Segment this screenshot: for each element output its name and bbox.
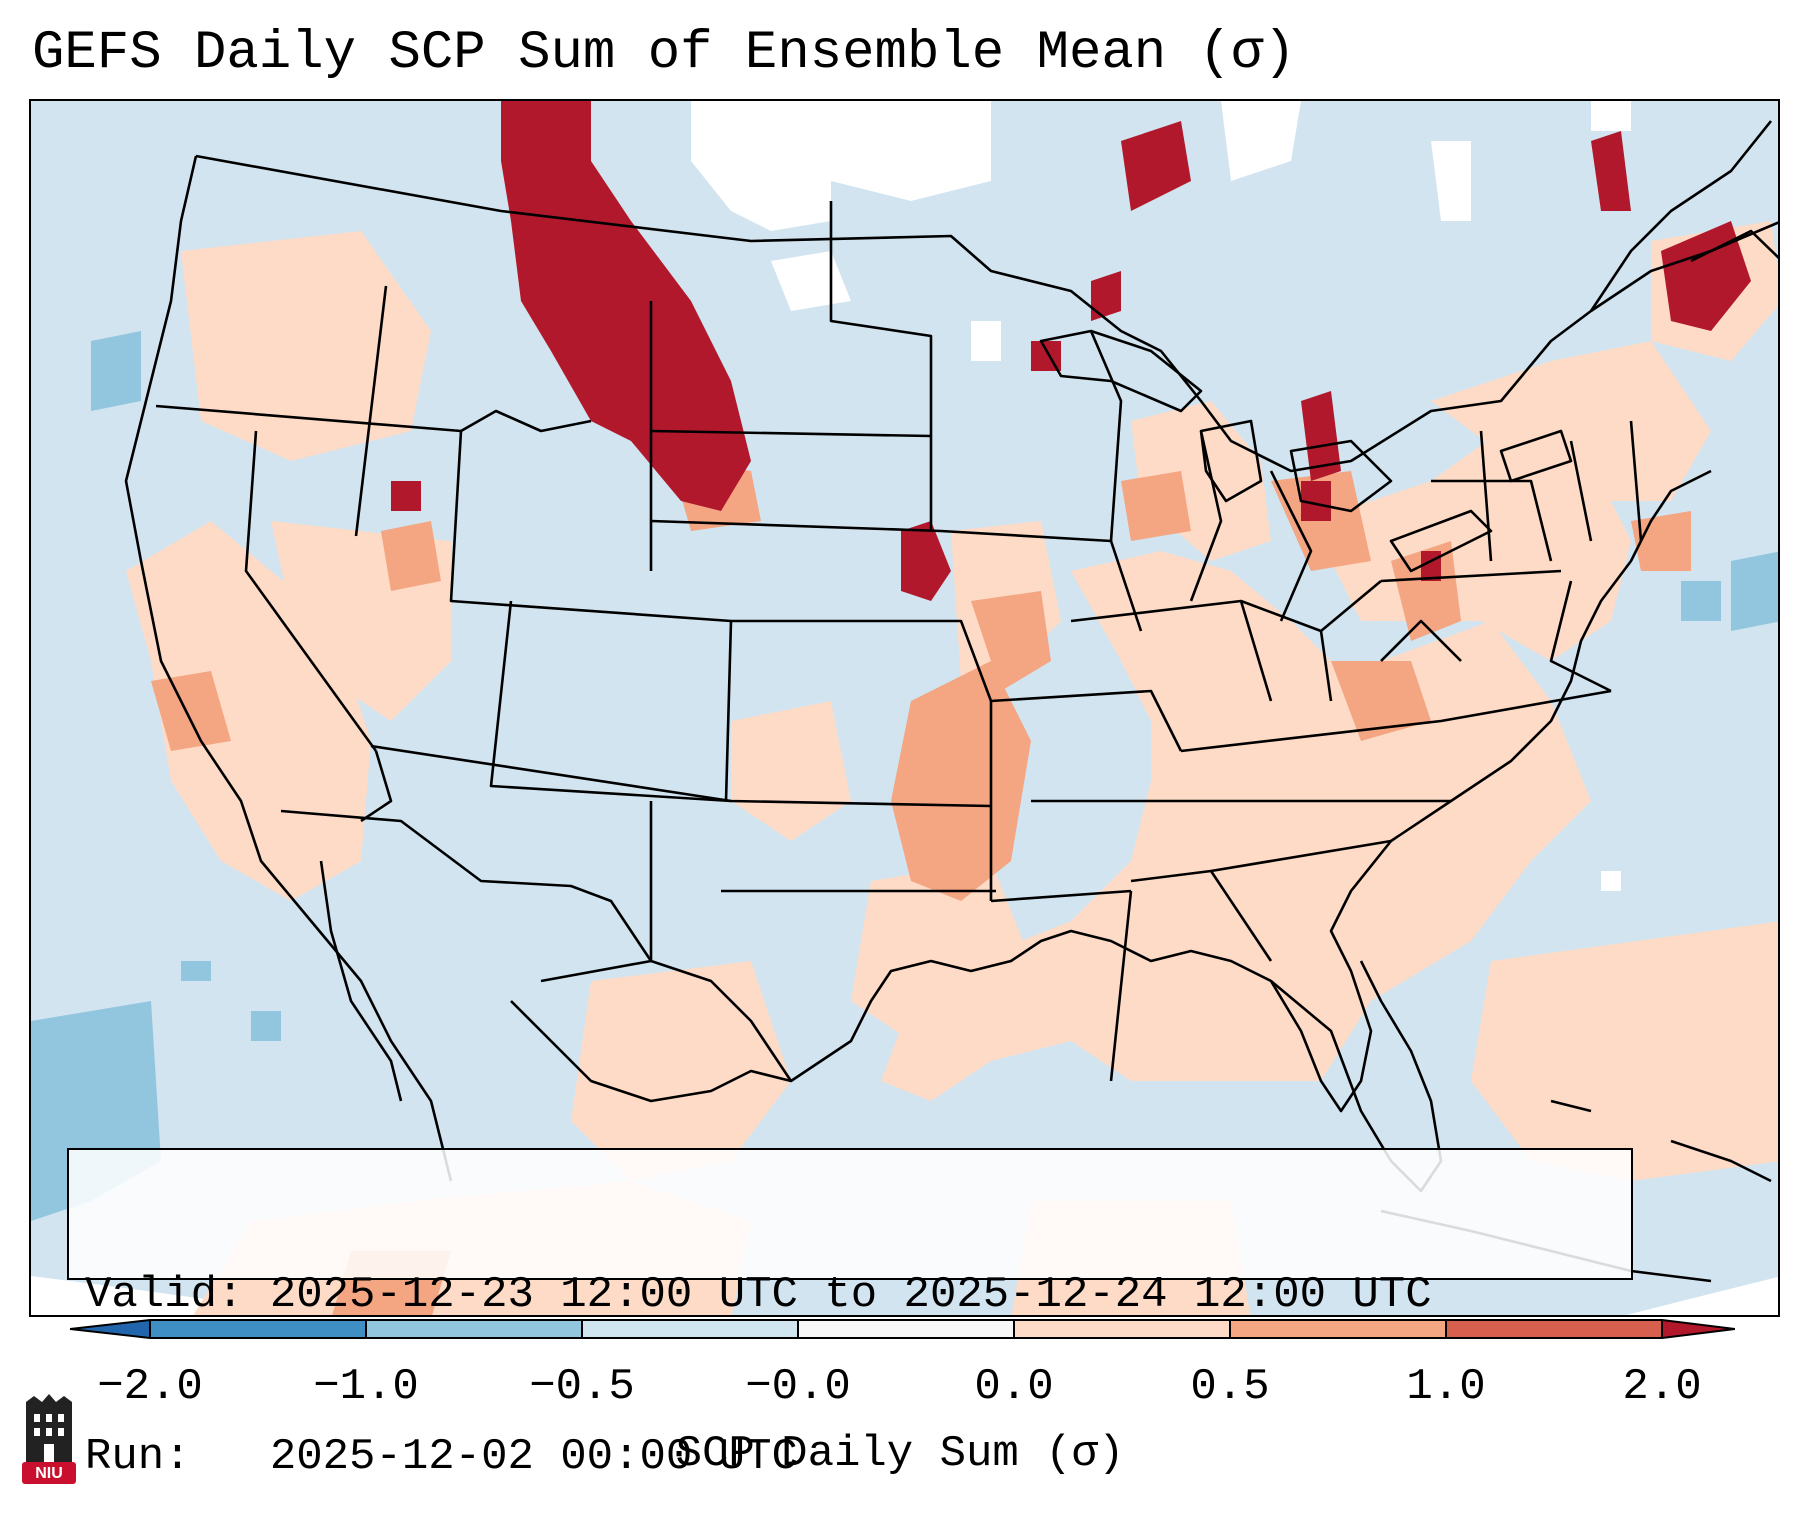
colorbar-extend-low [70, 1320, 150, 1338]
colorbar-segment [366, 1320, 582, 1338]
logo-graphic [22, 1394, 76, 1484]
logo-text: NIU [35, 1465, 63, 1482]
colorbar-tick-label: 2.0 [1622, 1362, 1702, 1412]
colorbar-tick-label: 0.0 [974, 1362, 1054, 1412]
colorbar-tick-label: −0.5 [529, 1362, 635, 1412]
projection-edge-right [1626, 1276, 1778, 1315]
colorbar-segment [582, 1320, 798, 1338]
niu-castle-logo-icon: NIU [20, 1392, 78, 1485]
valid-time-text: Valid: 2025-12-23 12:00 UTC to 2025-12-2… [85, 1270, 1432, 1320]
colorbar-extend-high [1662, 1320, 1735, 1338]
chart-title: GEFS Daily SCP Sum of Ensemble Mean (σ) [32, 23, 1296, 84]
colorbar-tick-label: 0.5 [1190, 1362, 1270, 1412]
colorbar [70, 1319, 1735, 1339]
castle-windows [34, 1414, 64, 1462]
validity-info-box: Valid: 2025-12-23 12:00 UTC to 2025-12-2… [67, 1148, 1633, 1482]
logo-band [22, 1462, 76, 1484]
map-panel [29, 99, 1780, 1317]
colorbar-tick-label: −0.0 [745, 1362, 851, 1412]
colorbar-label: SCP Daily Sum (σ) [675, 1429, 1125, 1479]
map-canvas [31, 101, 1778, 1315]
colorbar-dividers [149, 1320, 1663, 1338]
colorbar-tick-label: 1.0 [1406, 1362, 1486, 1412]
run-time-text: Run: 2025-12-02 00:00 UTC [85, 1432, 798, 1482]
colorbar-segment [1014, 1320, 1230, 1338]
colorbar-tick-label: −1.0 [313, 1362, 419, 1412]
colorbar-segment [1446, 1320, 1662, 1338]
scp-medium-positive-areas [151, 461, 1691, 1315]
colorbar-segment [1230, 1320, 1446, 1338]
colorbar-tick-label: −2.0 [97, 1362, 203, 1412]
colorbar-segment [150, 1320, 366, 1338]
colorbar-segment [798, 1320, 1014, 1338]
